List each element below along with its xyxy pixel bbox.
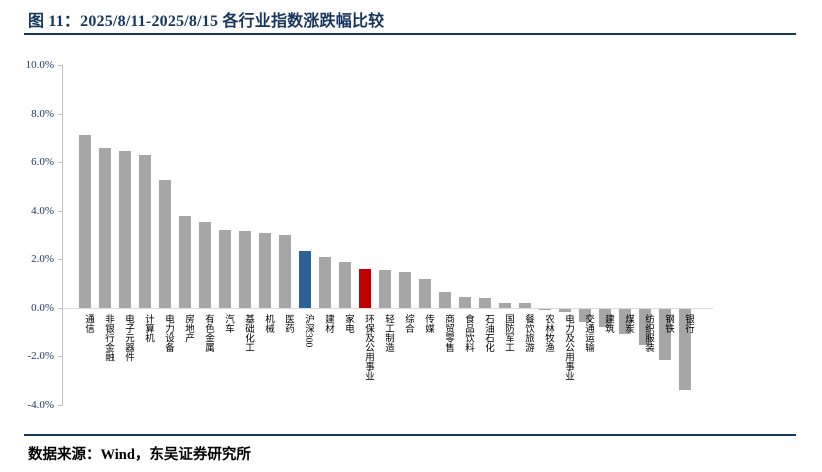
y-tick-mark: [58, 162, 63, 164]
category-label: 纺织服装: [643, 313, 653, 352]
bar-传媒: [419, 278, 431, 308]
y-tick-label: -4.0%: [27, 399, 54, 411]
y-tick-mark: [58, 113, 63, 115]
y-tick-mark: [58, 259, 63, 261]
y-tick-label: 4.0%: [31, 204, 54, 217]
bar-通信: [79, 135, 91, 308]
y-tick-label: 0.0%: [31, 301, 54, 314]
category-label: 计算机: [143, 313, 153, 343]
footer-divider: [24, 434, 796, 436]
category-label: 电力设备: [163, 313, 173, 352]
bar-环保及公用事业: [359, 269, 371, 308]
bar-有色金属: [199, 221, 211, 308]
bar-基础化工: [239, 231, 251, 308]
bar-电力及公用事业: [559, 308, 571, 313]
category-label: 电力及公用事业: [563, 313, 573, 381]
bar-家电: [339, 261, 351, 308]
bar-沪深300: [299, 250, 311, 308]
y-tick-mark: [58, 405, 63, 406]
category-label: 交通运输: [583, 313, 593, 352]
category-label: 综合: [403, 313, 413, 333]
category-label: 医药: [283, 313, 293, 333]
y-tick-mark: [58, 210, 63, 212]
category-label: 钢铁: [663, 313, 673, 333]
data-source: 数据来源：Wind，东吴证券研究所: [28, 447, 251, 463]
category-label: 农林牧渔: [543, 313, 553, 352]
zero-axis-line: [63, 307, 713, 309]
bar-非银行金融: [99, 147, 111, 308]
bar-医药: [279, 235, 291, 308]
bar-钢铁: [659, 308, 671, 360]
category-label: 电子元器件: [123, 313, 133, 362]
y-tick-label: -2.0%: [27, 350, 54, 363]
category-label: 食品饮料: [463, 313, 473, 352]
bar-轻工制造: [379, 270, 391, 308]
title-divider: [24, 33, 796, 35]
category-label: 沪深300: [303, 313, 313, 348]
y-tick-label: 10.0%: [25, 59, 54, 71]
category-label: 石油石化: [483, 313, 493, 352]
bar-餐饮旅游: [519, 303, 531, 308]
y-tick-mark: [58, 65, 63, 66]
category-label: 传媒: [423, 313, 433, 333]
category-label: 汽车: [223, 313, 233, 333]
category-label: 轻工制造: [383, 313, 393, 352]
bar-计算机: [139, 154, 151, 308]
category-label: 通信: [83, 313, 93, 333]
bar-汽车: [219, 230, 231, 308]
category-label: 商贸零售: [443, 313, 453, 352]
category-label: 有色金属: [203, 313, 213, 352]
bar-电力设备: [159, 180, 171, 308]
bar-商贸零售: [439, 292, 451, 308]
bar-国防军工: [499, 303, 511, 308]
category-label: 建材: [323, 313, 333, 333]
y-tick-label: 2.0%: [31, 253, 54, 266]
category-label: 房地产: [183, 313, 193, 343]
bar-煤炭: [619, 308, 631, 335]
category-label: 银行: [683, 313, 693, 333]
bar-石油石化: [479, 298, 491, 308]
bar-纺织服装: [639, 308, 651, 346]
bar-电子元器件: [119, 151, 131, 308]
bar-银行: [679, 308, 691, 391]
bar-房地产: [179, 215, 191, 308]
category-label: 家电: [343, 313, 353, 333]
y-tick-mark: [58, 307, 63, 309]
y-tick-label: 6.0%: [31, 156, 54, 169]
bar-建材: [319, 256, 331, 308]
bar-交通运输: [579, 308, 591, 323]
category-label: 环保及公用事业: [363, 313, 373, 381]
category-label: 基础化工: [243, 313, 253, 352]
category-label: 国防军工: [503, 313, 513, 352]
bar-食品饮料: [459, 296, 471, 308]
category-label: 餐饮旅游: [523, 313, 533, 352]
y-tick-mark: [58, 356, 63, 358]
bar-机械: [259, 232, 271, 308]
category-label: 建筑: [603, 313, 613, 333]
category-label: 机械: [263, 313, 273, 333]
plot-area: 通信 非银行金融 电子元器件 计算机 电力设备 房地产 有色金属 汽车 基础化工 机械 医药 沪深30…: [58, 65, 713, 406]
category-label: 煤炭: [623, 313, 633, 333]
bar-综合: [399, 271, 411, 308]
figure-title: 图 11：2025/8/11-2025/8/15 各行业指数涨跌幅比较: [28, 13, 385, 30]
bar-农林牧渔: [539, 308, 551, 311]
y-tick-label: 8.0%: [31, 107, 54, 120]
category-label: 非银行金融: [103, 313, 113, 362]
bar-建筑: [599, 308, 611, 328]
